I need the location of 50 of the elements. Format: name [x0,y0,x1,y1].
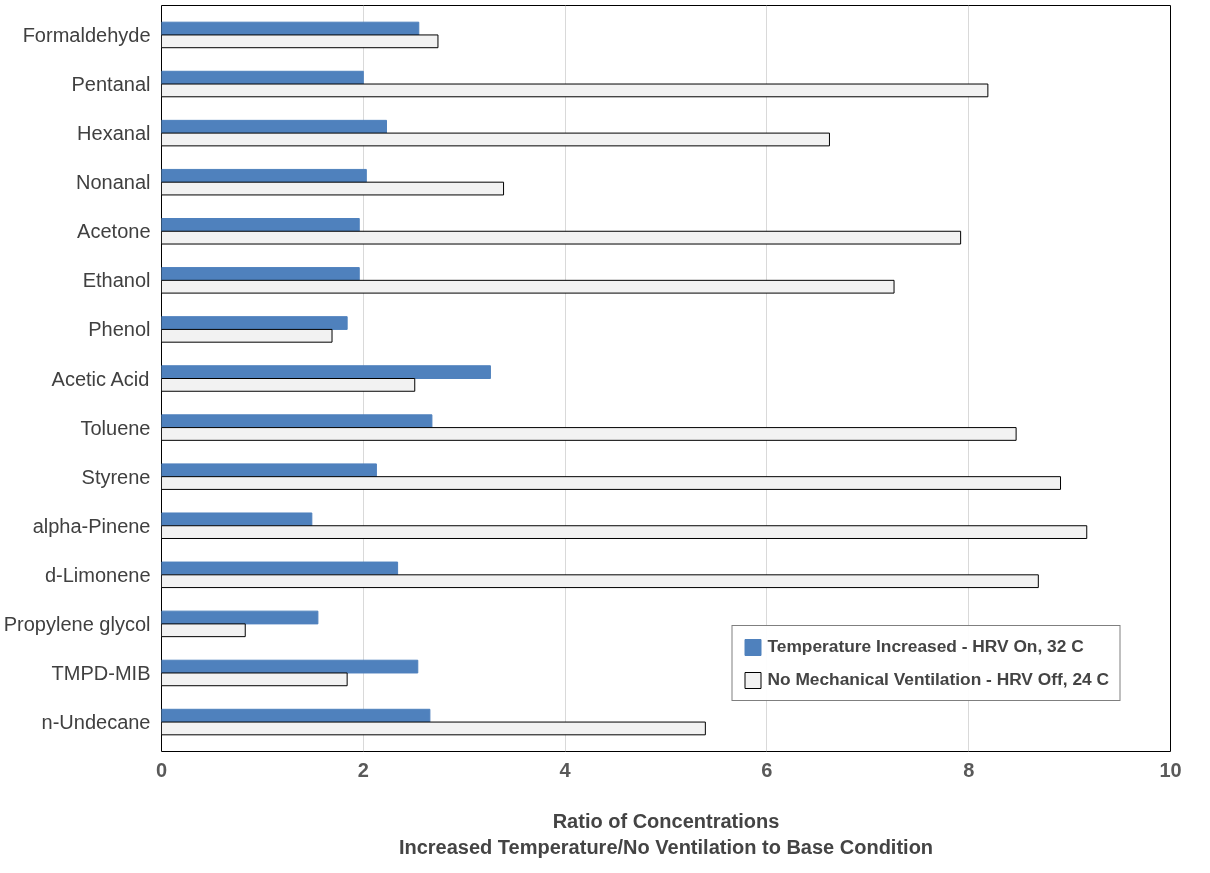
x-axis-title: Ratio of Concentrations Increased Temperature/No Ventilation to Base Condition [398,809,934,858]
bar [161,328,333,343]
y-tick-label: Hexanal [77,122,151,145]
bar [161,476,1062,490]
y-tick-label: Phenol [88,318,151,341]
y-tick-label: Acetone [77,220,151,243]
bar [161,34,439,49]
bar [161,132,830,147]
bar [161,83,989,98]
bar [161,574,1039,589]
x-tick-label: 4 [559,758,572,781]
bar [161,463,377,478]
bar [161,672,348,687]
bar [161,378,416,392]
bar [161,316,348,330]
legend-label: No Mechanical Ventilation - HRV Off, 24 C [767,669,1109,690]
x-tick-label: 8 [963,758,975,781]
bar [161,181,505,196]
bar [161,561,399,576]
bar [161,267,360,281]
bar [161,427,1017,441]
y-tick-label: Formaldehyde [22,23,151,46]
y-tick-label: Styrene [81,465,151,488]
y-tick-label: alpha-Pinene [32,514,151,537]
y-tick-label: d-Limonene [44,563,151,586]
bar [161,525,1088,539]
bar [161,414,433,429]
y-tick-label: TMPD-MIB [51,661,151,684]
bar [161,610,319,625]
bar [161,623,246,638]
bar [161,512,313,527]
bar [161,218,360,232]
x-tick-label: 6 [761,758,773,781]
y-tick-label: Toluene [80,416,151,439]
x-tick-label: 2 [357,758,369,781]
y-tick-label: Pentanal [71,73,151,96]
y-tick-label: Ethanol [82,269,151,292]
y-tick-label: Acetic Acid [51,367,150,390]
y-tick-label: Propylene glycol [3,612,151,635]
bar [161,168,367,183]
bar [161,659,419,674]
x-tick-label: 0 [155,758,168,781]
bar [161,721,706,736]
bar [161,279,895,294]
x-tick-label: 10 [1159,758,1182,781]
legend-label: Temperature Increased - HRV On, 32 C [767,636,1084,657]
bar [161,365,491,379]
y-tick-label: Nonanal [76,171,151,194]
bar [161,230,962,245]
y-tick-label: n-Undecane [41,711,151,734]
